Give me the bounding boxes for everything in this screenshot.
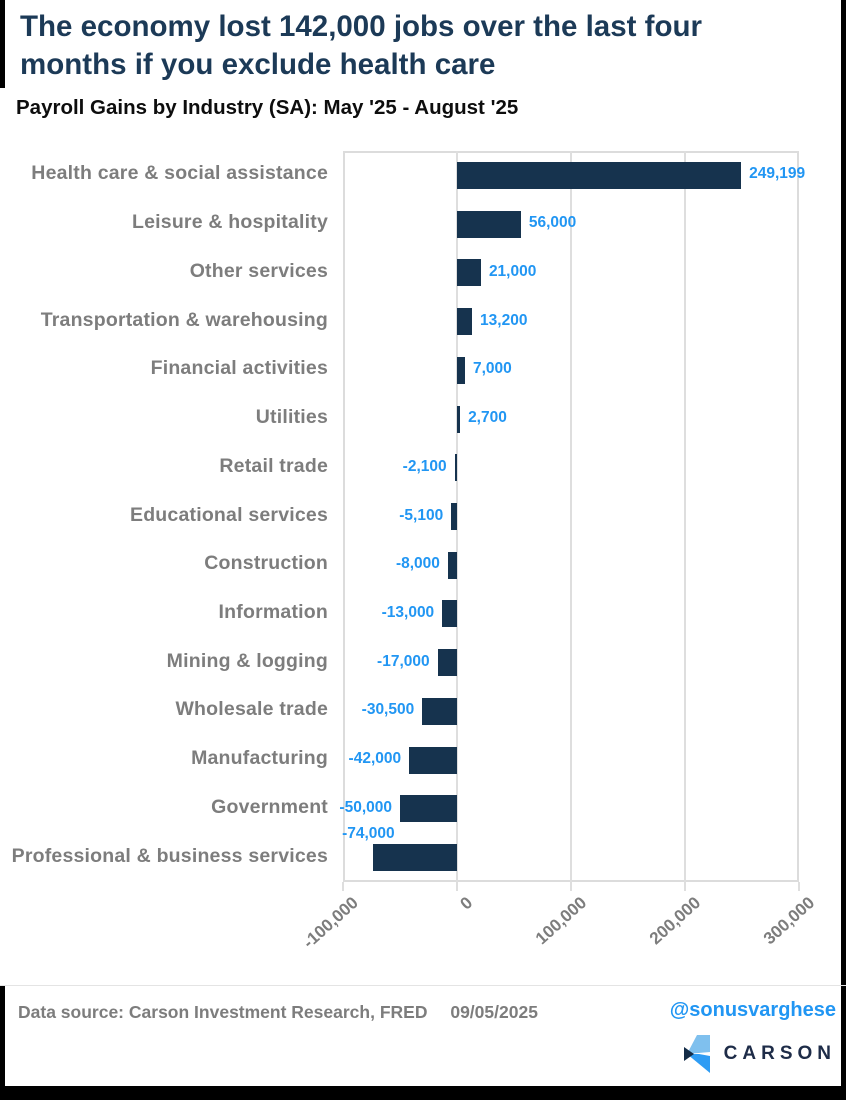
- value-label: 13,200: [480, 311, 528, 329]
- bottom-border: [0, 1086, 846, 1100]
- left-bottom-border: [0, 986, 5, 1100]
- bar: [447, 551, 457, 579]
- category-label: Manufacturing: [191, 747, 328, 770]
- category-label: Professional & business services: [11, 844, 328, 867]
- value-label: 2,700: [468, 409, 507, 427]
- social-handle: @sonusvarghese: [669, 999, 836, 1021]
- category-label: Other services: [189, 259, 328, 282]
- x-axis-tick: [684, 882, 686, 891]
- category-label: Educational services: [129, 503, 328, 526]
- value-label: -42,000: [348, 750, 402, 768]
- category-label: Leisure & hospitality: [132, 211, 328, 234]
- x-axis-tick: [798, 882, 800, 891]
- carson-logo: CARSON: [682, 1033, 836, 1075]
- carson-logo-icon: [683, 1035, 710, 1073]
- bar: [457, 210, 521, 238]
- category-label: Information: [218, 600, 328, 623]
- bar: [442, 600, 457, 628]
- data-source-line: Data source: Carson Investment Research,…: [18, 1002, 538, 1023]
- category-label: Health care & social assistance: [31, 162, 328, 185]
- bar: [457, 161, 742, 189]
- bar: [400, 795, 457, 823]
- bar: [422, 697, 457, 725]
- category-label: Construction: [204, 552, 328, 575]
- x-axis-tick: [342, 882, 344, 891]
- right-border: [841, 0, 846, 1100]
- x-tick-label: 200,000: [645, 893, 704, 949]
- gridline: [570, 151, 572, 882]
- gridline: [684, 151, 686, 882]
- bar: [454, 454, 457, 482]
- category-label: Financial activities: [150, 357, 328, 380]
- bar: [457, 356, 465, 384]
- category-label: Government: [211, 795, 328, 818]
- footer-divider: [0, 985, 846, 986]
- category-label: Utilities: [255, 406, 328, 429]
- x-axis-tick: [570, 882, 572, 891]
- chart-subtitle: Payroll Gains by Industry (SA): May '25 …: [16, 96, 519, 119]
- bar: [457, 259, 481, 287]
- page-title-line2: months if you exclude health care: [20, 48, 496, 82]
- left-top-border: [0, 0, 5, 88]
- value-label: -74,000: [342, 824, 395, 842]
- x-tick-label: 0: [455, 893, 476, 914]
- x-axis-tick: [456, 882, 458, 891]
- value-label: -8,000: [395, 555, 440, 573]
- x-tick-label: 300,000: [759, 893, 818, 949]
- category-label: Mining & logging: [166, 649, 328, 672]
- bar: [409, 746, 457, 774]
- x-tick-label: 100,000: [531, 893, 590, 949]
- value-label: -13,000: [381, 603, 435, 621]
- data-source-text: Carson Investment Research, FRED: [128, 1002, 428, 1022]
- data-source-prefix: Data source:: [18, 1002, 125, 1022]
- value-label: -30,500: [361, 701, 415, 719]
- value-label: -2,100: [402, 457, 447, 475]
- value-label: -17,000: [377, 652, 430, 670]
- bar: [437, 649, 457, 677]
- carson-logo-text: CARSON: [723, 1043, 836, 1064]
- value-label: -50,000: [339, 798, 392, 816]
- bar: [457, 308, 473, 336]
- value-label: 7,000: [472, 360, 512, 378]
- page-title: The economy lost 142,000 jobs over the l…: [20, 8, 810, 85]
- category-label: Transportation & warehousing: [40, 308, 328, 331]
- data-source-date: 09/05/2025: [450, 1002, 538, 1022]
- page-title-line1: The economy lost 142,000 jobs over the l…: [20, 10, 702, 43]
- category-label: Retail trade: [219, 454, 328, 477]
- value-label: 56,000: [528, 214, 577, 232]
- x-tick-label: -100,000: [299, 893, 362, 953]
- bar: [451, 503, 457, 530]
- value-label: 249,199: [749, 165, 806, 183]
- bar: [457, 405, 461, 433]
- value-label: 21,000: [488, 262, 537, 280]
- category-label: Wholesale trade: [175, 698, 328, 721]
- bar: [372, 844, 457, 872]
- value-label: -5,100: [399, 506, 444, 524]
- gridline: [456, 151, 458, 882]
